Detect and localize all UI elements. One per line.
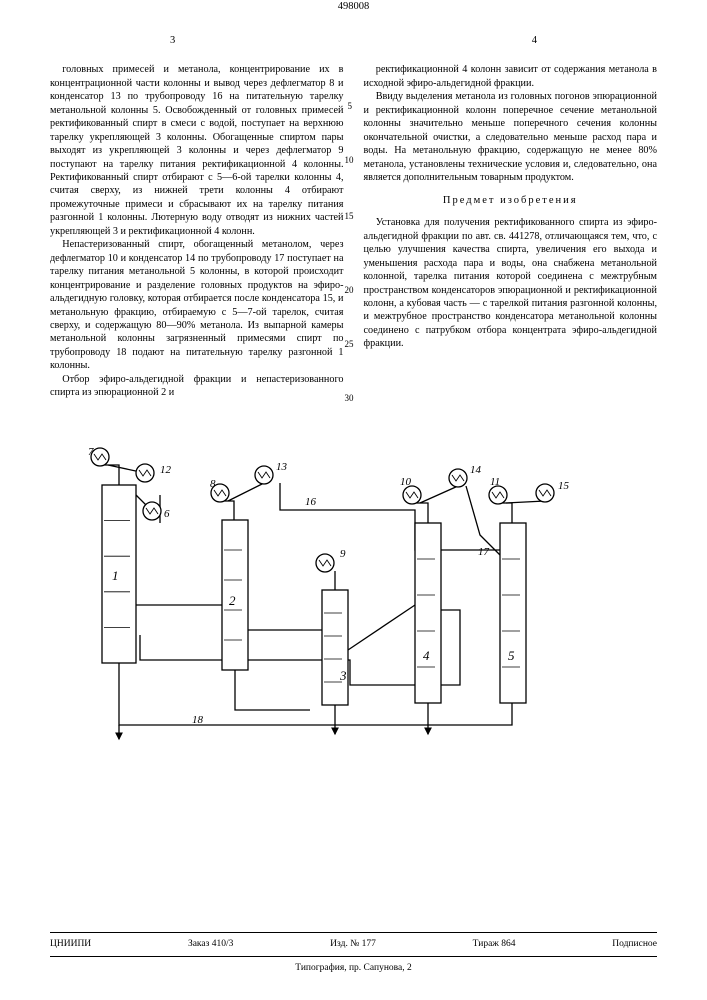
col1-para2: Непастеризованный спирт, обогащенный ме­… (50, 238, 344, 373)
footer-sub: Подписное (612, 938, 657, 951)
col2-para3: Установка для получения ректификованного… (364, 216, 658, 351)
footer-line1: ЦНИИПИ Заказ 410/3 Изд. № 177 Тираж 864 … (50, 932, 657, 951)
line-num-5: 5 (348, 101, 353, 113)
svg-text:17: 17 (478, 546, 490, 558)
text-body: головных примесей и метанола, концентрир… (0, 58, 707, 409)
svg-text:1: 1 (112, 568, 119, 583)
line-num-15: 15 (345, 211, 354, 223)
line-num-20: 20 (345, 285, 354, 297)
svg-text:9: 9 (340, 548, 346, 560)
line-num-10: 10 (345, 155, 354, 167)
svg-text:13: 13 (276, 461, 288, 473)
diagram-svg: 123457126813910141115161718 (0, 415, 707, 785)
svg-text:3: 3 (339, 668, 347, 683)
patent-number: 498008 (0, 0, 707, 19)
svg-text:6: 6 (164, 508, 170, 520)
svg-text:12: 12 (160, 464, 172, 476)
svg-text:5: 5 (508, 648, 515, 663)
footer-izd: Изд. № 177 (330, 938, 376, 951)
svg-text:15: 15 (558, 480, 570, 492)
page-left: 3 (170, 34, 175, 48)
svg-text:14: 14 (470, 464, 482, 476)
svg-text:16: 16 (305, 496, 317, 508)
subject-heading: Предмет изобретения (364, 194, 658, 208)
col1-para3: Отбор эфиро-альдегидной фракции и непа­с… (50, 373, 344, 400)
line-num-30: 30 (345, 393, 354, 405)
footer-org: ЦНИИПИ (50, 938, 91, 951)
col2-para2: Ввиду выделения метанола из головных по­… (364, 90, 658, 184)
svg-text:2: 2 (229, 593, 236, 608)
footer: ЦНИИПИ Заказ 410/3 Изд. № 177 Тираж 864 … (0, 932, 707, 975)
line-num-25: 25 (345, 339, 354, 351)
footer-order: Заказ 410/3 (188, 938, 233, 951)
right-column: 5 10 15 20 25 30 ректификационной 4 коло… (364, 63, 658, 399)
svg-text:11: 11 (490, 476, 500, 488)
col2-para1: ректификационной 4 колонн зависит от сод… (364, 63, 658, 90)
svg-text:18: 18 (192, 714, 204, 726)
footer-typo: Типография, пр. Сапунова, 2 (50, 956, 657, 975)
svg-text:10: 10 (400, 476, 412, 488)
footer-tirage: Тираж 864 (473, 938, 516, 951)
process-diagram: 123457126813910141115161718 (0, 415, 707, 785)
left-column: головных примесей и метанола, концентрир… (50, 63, 344, 399)
svg-text:4: 4 (423, 648, 430, 663)
col1-para1: головных примесей и метанола, концентрир… (50, 63, 344, 238)
svg-text:7: 7 (88, 446, 94, 458)
page-right: 4 (532, 34, 537, 48)
page-number-row: 3 4 (0, 19, 707, 58)
svg-text:8: 8 (210, 478, 216, 490)
